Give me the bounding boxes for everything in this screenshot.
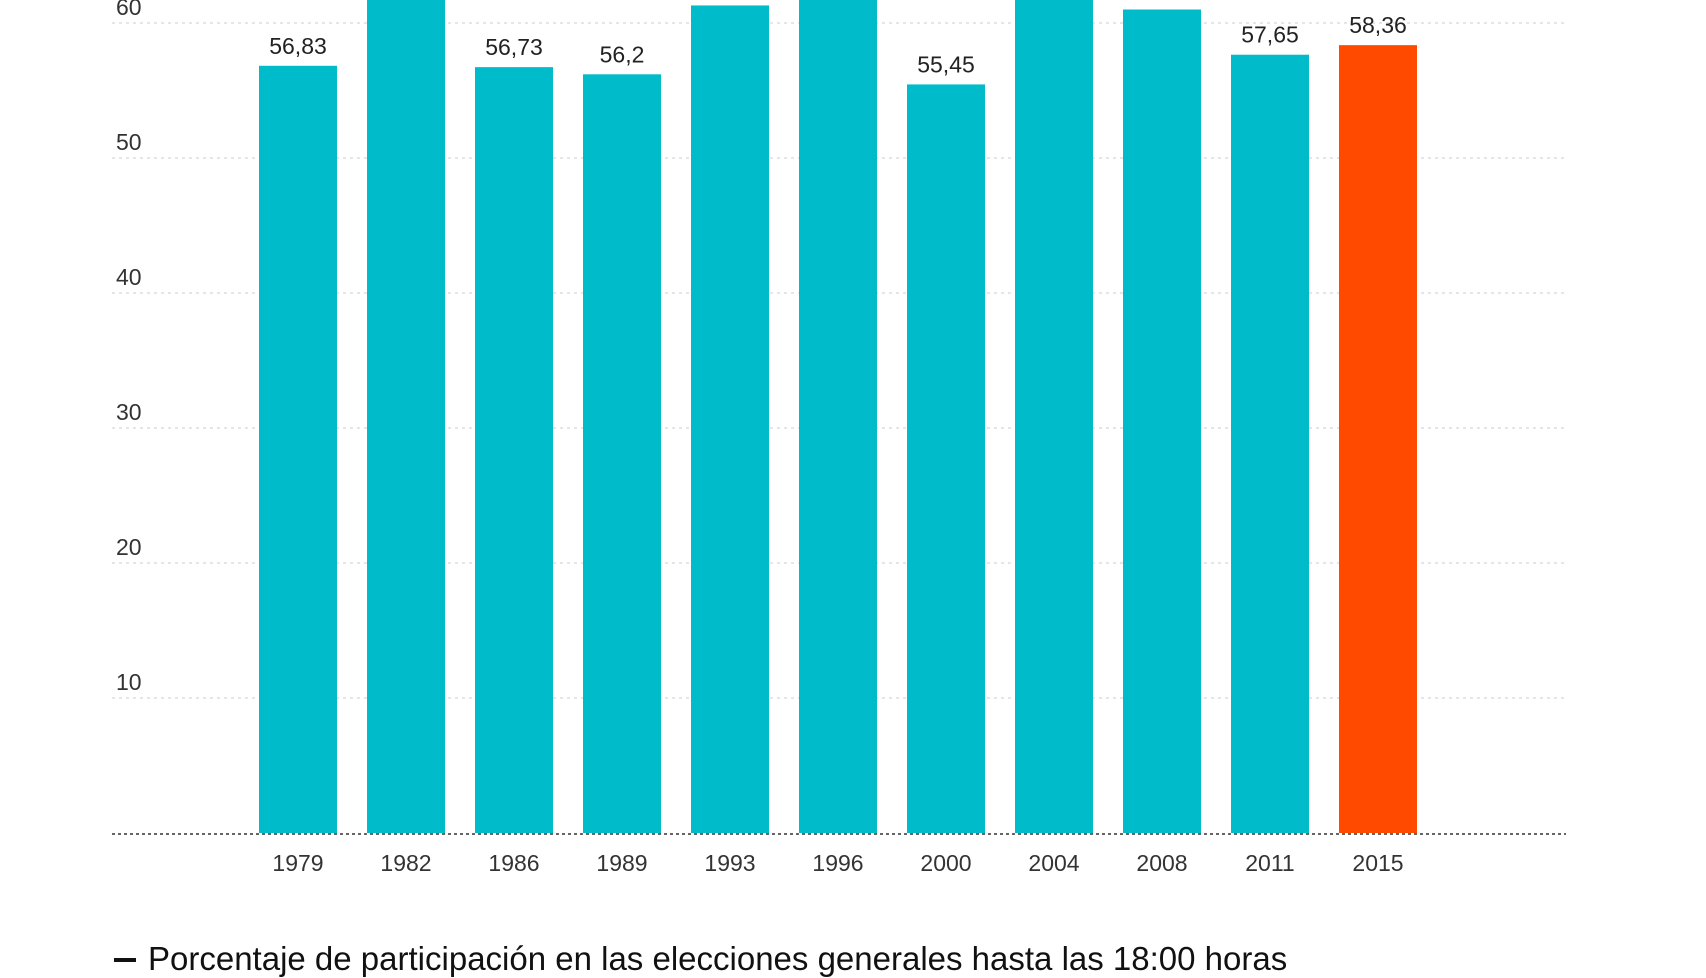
y-tick-label: 10: [116, 669, 142, 695]
x-tick-label-2008: 2008: [1136, 850, 1187, 876]
y-tick-label: 40: [116, 264, 142, 290]
y-tick-label: 20: [116, 534, 142, 560]
value-labels: 56,83 56,73 56,2 55,45 57,65 58,36: [269, 12, 1407, 77]
bars: [259, 0, 1417, 834]
x-tick-label-1996: 1996: [812, 850, 863, 876]
x-tick-label-1979: 1979: [272, 850, 323, 876]
x-tick-label-2004: 2004: [1028, 850, 1079, 876]
x-tick-label-1993: 1993: [704, 850, 755, 876]
x-axis-ticks: 1979 1982 1986 1989 1993 1996 2000 2004 2008 2011…: [272, 850, 1403, 876]
x-tick-label-2011: 2011: [1245, 850, 1294, 876]
x-tick-label-2015: 2015: [1352, 850, 1403, 876]
value-label-2011: 57,65: [1241, 22, 1299, 48]
y-tick-label: 50: [116, 129, 142, 155]
bar-1979: [259, 65, 337, 834]
value-label-1979: 56,83: [269, 33, 327, 59]
y-axis-ticks: 10 20 30 40 50 60: [116, 0, 142, 695]
x-tick-label-1989: 1989: [596, 850, 647, 876]
grid-lines: [112, 22, 1566, 699]
value-label-1989: 56,2: [600, 41, 645, 67]
x-tick-label-1982: 1982: [380, 850, 431, 876]
value-label-2000: 55,45: [917, 51, 975, 77]
legend-marker: [114, 958, 136, 962]
y-tick-label: 30: [116, 399, 142, 425]
value-label-2015: 58,36: [1349, 12, 1407, 38]
bar-1982: [367, 0, 445, 833]
bar-1993: [691, 5, 769, 833]
bar-2015: [1339, 45, 1417, 833]
bar-2008: [1123, 9, 1201, 833]
bar-2011: [1231, 54, 1309, 834]
bar-1996: [799, 0, 877, 834]
x-tick-label-2000: 2000: [920, 850, 971, 876]
legend-text: Porcentaje de participación en las elecc…: [148, 940, 1288, 977]
bar-2004: [1015, 0, 1093, 833]
value-label-1986: 56,73: [485, 34, 543, 60]
bar-1989: [583, 74, 661, 834]
bar-1986: [475, 67, 553, 833]
y-tick-label: 60: [116, 0, 142, 20]
bar-2000: [907, 84, 985, 834]
x-tick-label-1986: 1986: [488, 850, 539, 876]
